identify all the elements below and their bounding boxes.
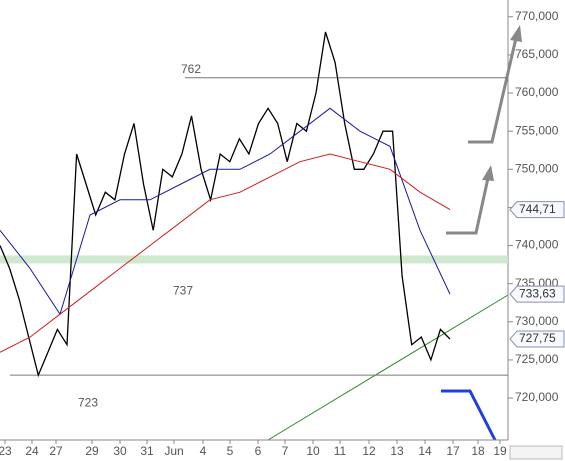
- arrow: [446, 177, 490, 235]
- x-tick-label: 14: [418, 444, 432, 458]
- y-tick-label: 760,000: [515, 85, 559, 99]
- x-tick-label: 24: [25, 444, 39, 458]
- arrow-head: [482, 165, 494, 181]
- level-label: 723: [78, 395, 98, 409]
- y-tick-label: 750,000: [515, 161, 559, 175]
- arrow: [441, 389, 497, 441]
- zoom-box[interactable]: [509, 445, 563, 460]
- x-tick-label: 7: [282, 444, 289, 458]
- zoom-controls[interactable]: [509, 445, 563, 460]
- y-tick-label: 725,000: [515, 352, 559, 366]
- y-tick-label: 765,000: [515, 47, 559, 61]
- y-tick-label: 740,000: [515, 238, 559, 252]
- x-tick-label: Jun: [164, 444, 183, 458]
- price-tag-label: 744,71: [519, 202, 556, 216]
- x-tick-label: 6: [255, 444, 262, 458]
- x-tick-label: 30: [113, 444, 127, 458]
- x-tick-label: 4: [200, 444, 207, 458]
- y-tick-label: 755,000: [515, 123, 559, 137]
- price-tag-label: 733,63: [519, 286, 556, 300]
- price-tag: [509, 330, 565, 348]
- y-tick-label: 720,000: [515, 390, 559, 404]
- series-line: [0, 153, 451, 353]
- x-tick-label: 12: [362, 444, 376, 458]
- trend-line: [267, 294, 509, 441]
- price-tag: [509, 285, 565, 303]
- x-tick-label: 17: [446, 444, 460, 458]
- price-tag-label: 727,75: [519, 331, 556, 345]
- x-tick-label: 11: [334, 444, 347, 458]
- level-label: 737: [173, 284, 193, 298]
- x-tick-label: 13: [390, 444, 404, 458]
- x-tick-label: 31: [140, 444, 154, 458]
- x-tick-label: 27: [49, 444, 63, 458]
- y-tick-label: 730,000: [515, 314, 559, 328]
- x-tick-label: 18: [471, 444, 485, 458]
- x-tick-label: 23: [0, 444, 12, 458]
- x-tick-label: 10: [306, 444, 320, 458]
- level-label: 762: [181, 62, 201, 76]
- series-line: [0, 107, 451, 316]
- x-tick-label: 5: [227, 444, 234, 458]
- support-band: [0, 255, 508, 264]
- y-tick-label: 770,000: [515, 9, 559, 23]
- arrow-head: [510, 25, 522, 42]
- price-tag: [509, 201, 565, 219]
- series-line: [0, 31, 451, 378]
- x-tick-label: 29: [85, 444, 99, 458]
- x-tick-label: 19: [493, 444, 507, 458]
